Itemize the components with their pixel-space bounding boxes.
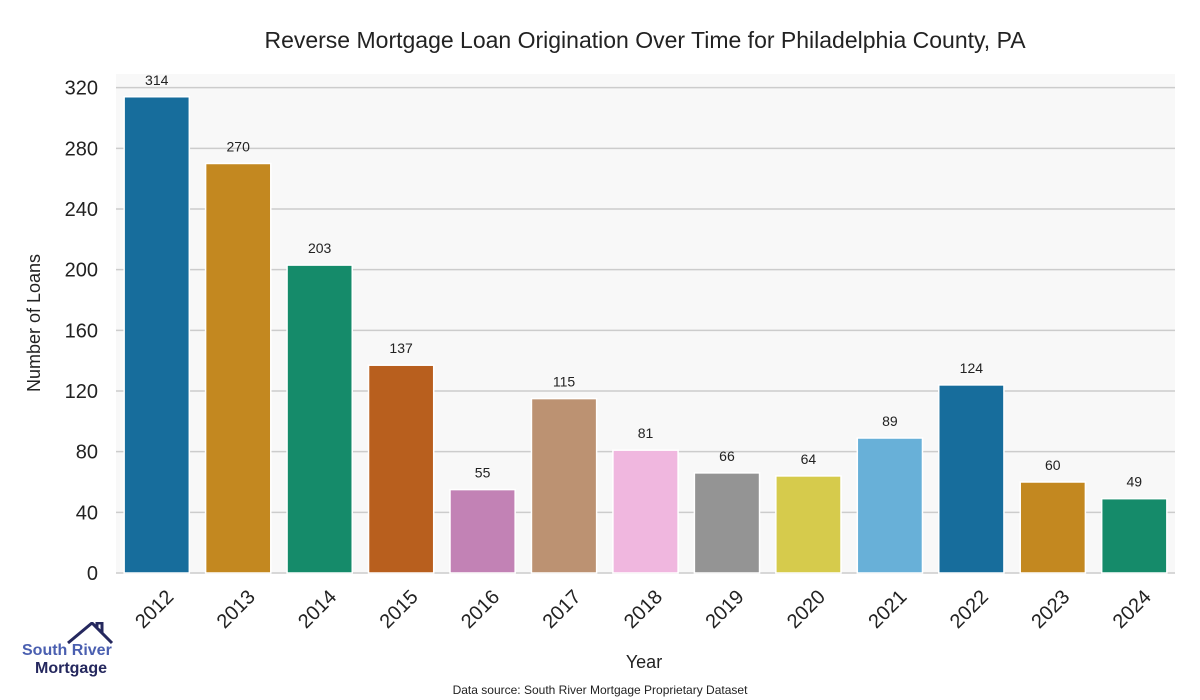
y-tick-label: 240 — [65, 199, 98, 221]
logo-line2: Mortgage — [35, 660, 107, 677]
data-label: 203 — [308, 240, 332, 256]
data-label: 60 — [1045, 457, 1061, 473]
data-label: 314 — [145, 72, 169, 88]
data-label: 81 — [638, 425, 654, 441]
house-roof-icon — [67, 622, 114, 645]
bar-2014 — [286, 264, 353, 574]
bar-2022 — [938, 384, 1005, 574]
x-tick-label: 2014 — [294, 586, 341, 633]
bar-2012 — [123, 96, 191, 574]
x-tick-label: 2019 — [701, 586, 748, 633]
bar-2018 — [612, 449, 679, 574]
bar-2017 — [530, 397, 598, 574]
bar-2016 — [449, 488, 516, 574]
data-label: 115 — [553, 374, 576, 390]
x-tick-label: 2013 — [213, 586, 260, 633]
y-tick-label: 80 — [76, 442, 98, 464]
y-tick-label: 160 — [65, 320, 98, 342]
data-label: 137 — [389, 340, 413, 356]
south-river-logo: South River Mortgage — [22, 622, 114, 682]
x-axis-label: Year — [626, 652, 662, 672]
bar-2023 — [1019, 481, 1087, 574]
y-tick-label: 40 — [76, 502, 98, 524]
data-label: 124 — [960, 360, 984, 376]
data-label: 66 — [719, 448, 735, 464]
y-tick-label: 320 — [65, 78, 98, 100]
x-tick-label: 2021 — [864, 586, 911, 633]
bar-2020 — [775, 475, 842, 574]
footnote: Data source: South River Mortgage Propri… — [453, 683, 748, 697]
data-label: 64 — [801, 451, 817, 467]
y-tick-label: 0 — [87, 563, 98, 585]
x-tick-label: 2024 — [1109, 586, 1156, 633]
data-label: 89 — [882, 413, 898, 429]
y-tick-label: 200 — [65, 260, 98, 282]
x-tick-label: 2015 — [376, 586, 423, 633]
x-tick-label: 2012 — [131, 586, 178, 633]
y-tick-label: 120 — [65, 381, 98, 403]
data-label: 55 — [475, 465, 491, 481]
x-tick-label: 2016 — [457, 586, 504, 633]
chart-title: Reverse Mortgage Loan Origination Over T… — [264, 27, 1026, 53]
y-tick-label: 280 — [65, 138, 98, 160]
x-tick-label: 2018 — [620, 586, 667, 633]
logo-line1: South River — [22, 642, 112, 659]
data-label: 270 — [227, 138, 251, 154]
x-tick-label: 2020 — [783, 586, 830, 633]
bar-2019 — [693, 472, 761, 574]
bar-2015 — [367, 364, 435, 574]
x-tick-label: 2017 — [539, 586, 586, 633]
bar-2024 — [1100, 497, 1168, 574]
bar-2013 — [204, 162, 272, 574]
bar-2021 — [856, 437, 924, 574]
data-label: 49 — [1126, 474, 1142, 490]
y-axis-label: Number of Loans — [24, 254, 44, 392]
x-tick-label: 2022 — [946, 586, 993, 633]
x-tick-label: 2023 — [1027, 586, 1074, 633]
